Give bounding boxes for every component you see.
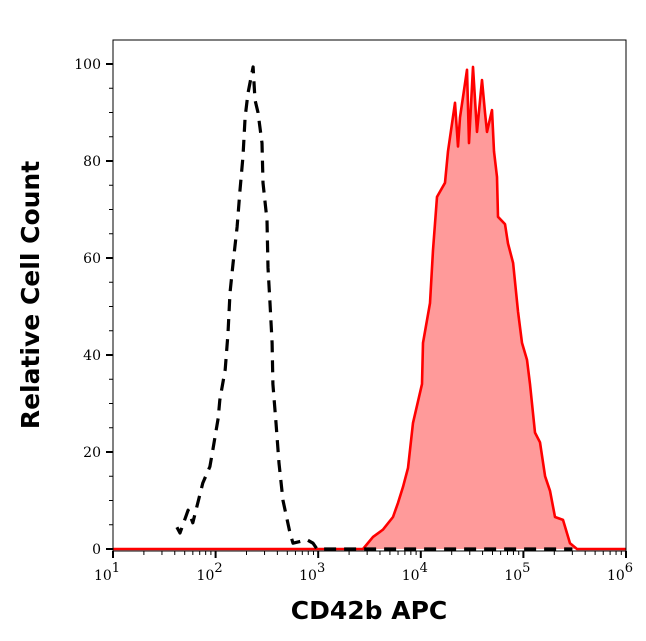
x-tick-base: 10 [94, 568, 112, 584]
x-tick-label: 104 [402, 561, 428, 584]
x-tick-exponent: 1 [112, 561, 120, 576]
series-1-line [113, 65, 626, 551]
y-tick-label: 40 [83, 348, 101, 364]
y-tick-label: 20 [83, 445, 101, 461]
x-tick-label: 105 [504, 561, 530, 584]
y-tick-label: 80 [83, 154, 101, 170]
series-0-line [175, 65, 573, 551]
x-tick-exponent: 5 [522, 561, 530, 576]
y-tick-label: 0 [92, 542, 101, 558]
x-tick-base: 10 [402, 568, 420, 584]
x-tick-exponent: 4 [420, 561, 428, 576]
x-tick-base: 10 [504, 568, 522, 584]
x-tick-base: 10 [299, 568, 317, 584]
y-tick-label: 100 [74, 57, 101, 73]
x-tick-label: 103 [299, 561, 325, 584]
plot-frame [112, 39, 627, 552]
x-tick-label: 106 [607, 561, 633, 584]
x-tick-exponent: 6 [625, 561, 633, 576]
x-tick-exponent: 3 [317, 561, 325, 576]
x-tick-base: 10 [197, 568, 215, 584]
x-tick-label: 101 [94, 561, 120, 584]
x-tick-exponent: 2 [214, 561, 222, 576]
y-tick-label: 60 [83, 251, 101, 267]
series-layer [113, 65, 626, 551]
y-axis-title: Relative Cell Count [16, 161, 45, 429]
series-1-fill [113, 66, 626, 550]
x-tick-label: 102 [197, 561, 223, 584]
x-tick-base: 10 [607, 568, 625, 584]
x-axis-title: CD42b APC [291, 596, 448, 625]
